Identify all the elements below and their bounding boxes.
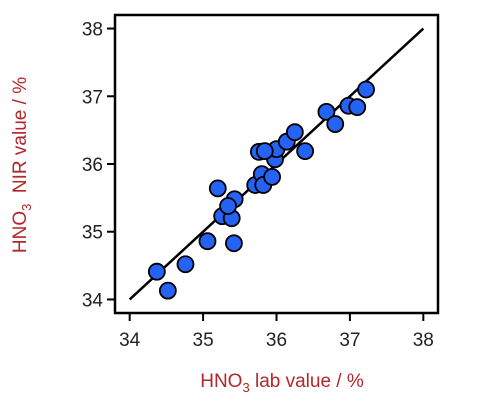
y-tick-label: 38 [82, 20, 103, 41]
point [357, 80, 375, 99]
x-axis-label: HNO3 lab value / % [200, 371, 364, 395]
point [255, 142, 274, 161]
x-tick-label: 37 [339, 330, 360, 351]
y-axis-label: HNO3 NIR value / % [10, 77, 34, 253]
y-tick-label: 35 [82, 223, 103, 244]
x-label-part: HNO [200, 371, 242, 392]
point [263, 167, 281, 186]
y-label-part: NIR value / % [10, 77, 31, 204]
point [158, 281, 177, 300]
y-tick-label: 36 [82, 155, 103, 176]
y-tick-label: 34 [82, 290, 104, 311]
point [326, 115, 345, 133]
point [285, 123, 304, 142]
point [225, 234, 243, 253]
point [198, 232, 217, 251]
y-tick-label: 37 [82, 87, 103, 108]
point [208, 179, 227, 198]
x-tick-label: 35 [193, 330, 214, 351]
point [219, 197, 237, 215]
point [147, 262, 166, 281]
x-tick-label: 36 [266, 330, 287, 351]
x-label-part: lab value / % [250, 371, 364, 392]
point [296, 142, 315, 161]
x-tick-label: 38 [413, 330, 434, 351]
x-tick-label: 34 [119, 330, 141, 351]
plot-frame [113, 13, 440, 315]
point [348, 98, 367, 117]
point [176, 255, 195, 274]
x-label-sub: 3 [242, 380, 249, 395]
y-label-sub: 3 [19, 204, 34, 211]
point [317, 102, 336, 121]
y-label-part: HNO [10, 211, 31, 253]
